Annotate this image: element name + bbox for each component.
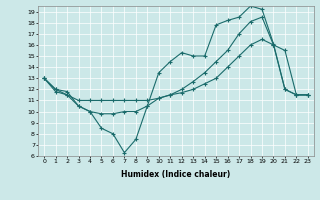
X-axis label: Humidex (Indice chaleur): Humidex (Indice chaleur)	[121, 170, 231, 179]
